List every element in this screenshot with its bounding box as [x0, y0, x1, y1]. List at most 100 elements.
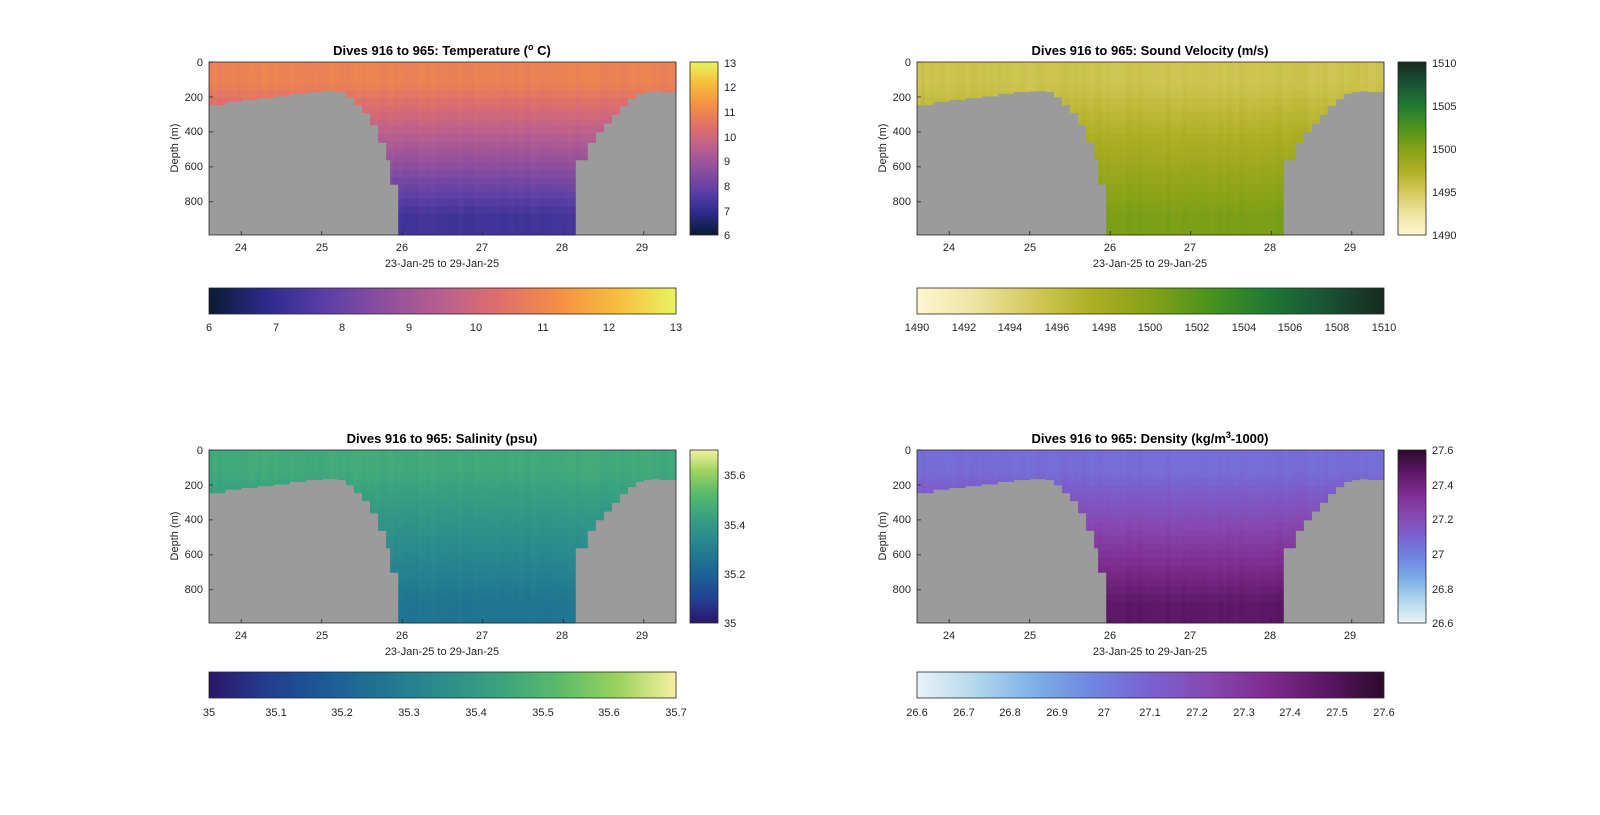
- heatmap-cell: [559, 558, 564, 566]
- heatmap-cell: [382, 471, 387, 480]
- heatmap-cell: [1146, 148, 1151, 157]
- heatmap-cell: [1263, 198, 1268, 207]
- heatmap-cell: [213, 90, 218, 99]
- heatmap-cell: [555, 558, 560, 566]
- heatmap-cell: [945, 486, 950, 490]
- heatmap-cell: [1017, 471, 1023, 480]
- heatmap-cell: [631, 76, 637, 85]
- heatmap-cell: [1098, 112, 1103, 121]
- heatmap-cell: [458, 62, 464, 70]
- heatmap-cell: [1130, 98, 1135, 106]
- heatmap-cell: [402, 536, 407, 545]
- heatmap-cell: [579, 134, 584, 142]
- heatmap-cell: [1367, 83, 1373, 92]
- heatmap-cell: [599, 69, 604, 77]
- heatmap-cell: [1202, 148, 1208, 157]
- heatmap-cell: [394, 76, 399, 85]
- heatmap-cell: [551, 191, 556, 200]
- x-tick-label: 25: [1024, 242, 1036, 254]
- heatmap-cell: [523, 522, 528, 530]
- heatmap-cell: [663, 76, 669, 85]
- heatmap-cell: [265, 62, 270, 70]
- heatmap-cell: [386, 62, 391, 70]
- heatmap-cell: [249, 98, 254, 100]
- heatmap-cell: [514, 529, 520, 537]
- heatmap-cell: [426, 464, 431, 473]
- heatmap-cell: [490, 608, 496, 617]
- heatmap-cell: [1154, 191, 1159, 200]
- heatmap-cell: [510, 126, 516, 135]
- heatmap-cell: [925, 471, 930, 480]
- heatmap-cell: [490, 601, 496, 609]
- heatmap-cell: [619, 457, 625, 465]
- heatmap-cell: [426, 586, 431, 595]
- y-tick-label: 800: [185, 196, 203, 208]
- heatmap-cell: [925, 83, 930, 92]
- heatmap-cell: [466, 227, 472, 236]
- horizontal-colorbar-gradient: [208, 671, 677, 699]
- heatmap-cell: [643, 69, 649, 77]
- heatmap-cell: [378, 471, 383, 480]
- heatmap-cell: [1251, 213, 1256, 221]
- heatmap-cell: [494, 177, 500, 185]
- heatmap-cell: [559, 220, 564, 229]
- heatmap-cell: [627, 486, 633, 488]
- heatmap-cell: [579, 450, 584, 458]
- heatmap-cell: [514, 170, 520, 178]
- heatmap-cell: [410, 198, 415, 207]
- heatmap-cell: [518, 112, 524, 121]
- heatmap-cell: [273, 69, 278, 77]
- heatmap-cell: [563, 608, 568, 617]
- heatmap-cell: [1267, 184, 1272, 193]
- heatmap-cell: [446, 529, 451, 537]
- heatmap-cell: [478, 486, 484, 494]
- heatmap-cell: [430, 522, 435, 530]
- heatmap-cell: [1263, 162, 1268, 171]
- heatmap-cell: [563, 62, 568, 70]
- heatmap-cell: [514, 148, 520, 157]
- heatmap-cell: [563, 558, 568, 566]
- heatmap-cell: [506, 213, 512, 221]
- heatmap-cell: [486, 586, 492, 595]
- heatmap-cell: [1170, 213, 1176, 221]
- heatmap-cell: [933, 98, 938, 102]
- heatmap-cell: [390, 493, 395, 501]
- heatmap-cell: [655, 464, 661, 473]
- heatmap-cell: [527, 191, 532, 200]
- heatmap-cell: [434, 62, 439, 70]
- heatmap-cell: [414, 162, 419, 171]
- heatmap-cell: [551, 550, 556, 559]
- heatmap-cell: [418, 141, 423, 149]
- heatmap-cell: [514, 457, 520, 465]
- heatmap-cell: [450, 522, 455, 530]
- heatmap-cell: [494, 486, 500, 494]
- heatmap-cell: [414, 522, 419, 530]
- heatmap-cell: [937, 90, 942, 99]
- heatmap-cell: [1182, 90, 1188, 99]
- heatmap-cell: [249, 62, 254, 70]
- heatmap-cell: [1255, 213, 1260, 221]
- heatmap-cell: [466, 220, 472, 229]
- heatmap-cell: [1142, 191, 1147, 200]
- heatmap-cell: [430, 69, 435, 77]
- heatmap-cell: [595, 62, 600, 70]
- heatmap-cell: [386, 148, 391, 157]
- heatmap-cell: [1114, 83, 1119, 92]
- heatmap-cell: [386, 112, 391, 121]
- heatmap-cell: [486, 83, 492, 92]
- heatmap-cell: [535, 507, 540, 516]
- heatmap-cell: [313, 83, 319, 92]
- heatmap-cell: [1210, 62, 1216, 70]
- heatmap-cell: [539, 177, 544, 185]
- heatmap-cell: [253, 486, 258, 488]
- heatmap-cell: [1194, 76, 1200, 85]
- heatmap-cell: [937, 83, 942, 92]
- heatmap-cell: [1287, 98, 1292, 106]
- heatmap-cell: [422, 601, 427, 609]
- heatmap-cell: [1226, 126, 1232, 135]
- heatmap-cell: [345, 450, 351, 458]
- heatmap-cell: [1214, 69, 1220, 77]
- heatmap-cell: [583, 141, 588, 149]
- heatmap-cell: [671, 90, 677, 93]
- heatmap-cell: [563, 500, 568, 509]
